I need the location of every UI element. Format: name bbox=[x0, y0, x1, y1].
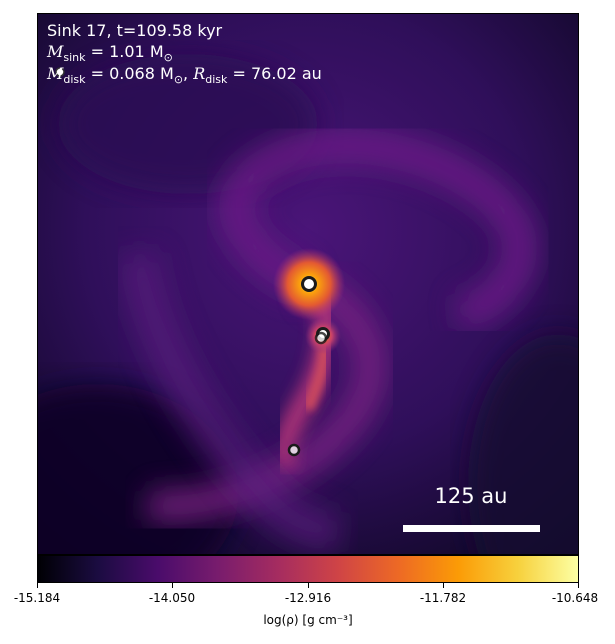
mdisk-value: = 0.068 M bbox=[85, 64, 174, 83]
colorbar bbox=[37, 555, 579, 583]
msink-unit: ⊙ bbox=[163, 51, 173, 65]
rdisk-symbol: R bbox=[193, 64, 206, 83]
disk-properties-label: Mdisk = 0.068 M⊙, Rdisk = 76.02 au bbox=[47, 64, 322, 89]
mdisk-subscript: disk bbox=[63, 73, 86, 87]
colorbar-tick-label: -11.782 bbox=[419, 591, 467, 605]
colorbar-tick-label: -10.648 bbox=[551, 591, 599, 605]
colorbar-tick bbox=[443, 583, 444, 588]
sink-mass-label: Msink = 1.01 M⊙ bbox=[47, 42, 173, 67]
density-map-image bbox=[37, 13, 579, 555]
colorbar-tick bbox=[172, 583, 173, 588]
mdisk-unit: ⊙ bbox=[173, 73, 184, 87]
mdisk-symbol: M bbox=[47, 64, 64, 83]
colorbar-tick-label: -15.184 bbox=[13, 591, 61, 605]
msink-symbol: M bbox=[47, 42, 64, 61]
colorbar-tick-label: -14.050 bbox=[148, 591, 196, 605]
colorbar-tick bbox=[308, 583, 309, 588]
colorbar-tick bbox=[578, 583, 579, 588]
scale-bar-label: 125 au bbox=[434, 484, 508, 508]
sink-markers bbox=[55, 67, 330, 457]
sink-time-label: Sink 17, t=109.58 kyr bbox=[47, 21, 223, 40]
rdisk-subscript: disk bbox=[205, 73, 228, 87]
rdisk-value: = 76.02 au bbox=[227, 64, 322, 83]
msink-subscript: sink bbox=[63, 51, 86, 65]
rdisk-separator: , bbox=[183, 64, 194, 83]
colorbar-tick-label: -12.916 bbox=[284, 591, 332, 605]
colorbar-label: log(ρ) [g cm⁻³] bbox=[263, 613, 353, 627]
msink-value: = 1.01 M bbox=[85, 42, 164, 61]
scale-bar bbox=[403, 525, 540, 532]
colorbar-tick bbox=[37, 583, 38, 588]
